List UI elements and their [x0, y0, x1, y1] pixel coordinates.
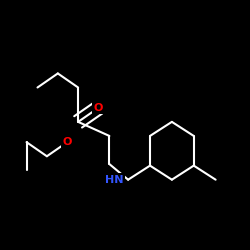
Text: O: O	[62, 137, 72, 147]
Text: O: O	[94, 103, 103, 113]
Text: HN: HN	[105, 175, 123, 185]
